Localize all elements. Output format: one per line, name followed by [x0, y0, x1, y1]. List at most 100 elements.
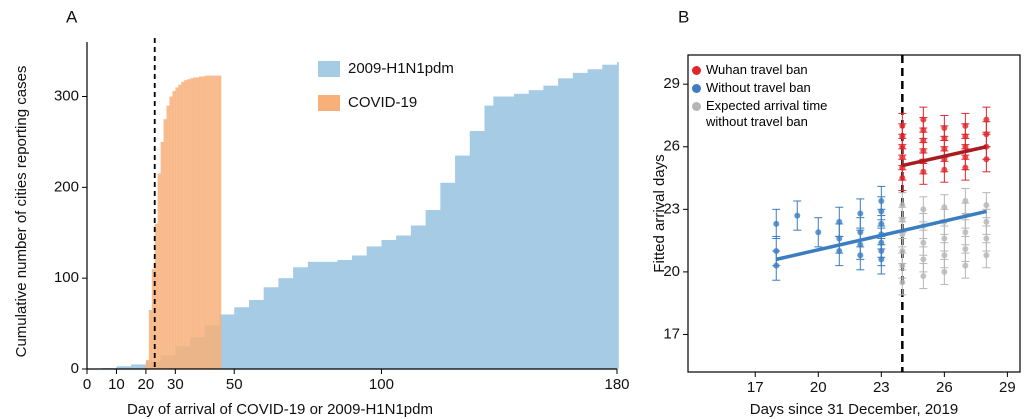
step-bar — [337, 260, 353, 369]
point — [962, 229, 969, 236]
y-tick-label: 200 — [54, 178, 79, 195]
x-axis-label: Day of arrival of COVID-19 or 2009-H1N1p… — [127, 401, 433, 418]
legend-label: COVID-19 — [348, 94, 417, 111]
step-bar — [169, 96, 173, 369]
step-bar — [543, 85, 559, 369]
point — [836, 218, 843, 225]
point — [983, 235, 990, 242]
point — [941, 204, 948, 211]
step-bar — [587, 69, 603, 369]
legend-label: Without travel ban — [706, 80, 811, 95]
point — [815, 229, 822, 236]
step-bar — [278, 278, 294, 369]
point — [773, 220, 780, 227]
x-tick-label: 180 — [604, 376, 629, 393]
point — [899, 202, 906, 209]
x-tick-label: 50 — [226, 376, 243, 393]
x-tick-label: 26 — [936, 379, 953, 396]
step-bar — [425, 210, 441, 369]
step-bar — [219, 75, 222, 369]
fit-line — [775, 209, 987, 262]
legend-item: Expected arrival time without travel ban — [692, 98, 852, 130]
point — [983, 252, 990, 259]
x-tick-label: 30 — [167, 376, 184, 393]
step-bar — [602, 64, 618, 369]
step-bar — [151, 269, 156, 369]
step-bar — [307, 261, 323, 369]
point — [941, 124, 948, 131]
legend-swatch — [318, 61, 340, 77]
x-tick-label: 17 — [747, 379, 764, 396]
y-tick-label: 26 — [663, 138, 680, 155]
point — [962, 122, 969, 129]
step-bar — [154, 223, 158, 369]
step-bar — [181, 81, 185, 369]
y-axis-label: Fitted arrival days — [651, 154, 668, 272]
point — [983, 131, 990, 138]
step-bar — [558, 78, 574, 369]
step-bar — [381, 240, 397, 369]
y-tick-label: 29 — [663, 75, 680, 92]
legend-item: Wuhan travel ban — [692, 62, 852, 78]
x-tick-label: 29 — [999, 379, 1016, 396]
step-bar — [142, 367, 147, 369]
step-bar — [513, 93, 529, 370]
step-bar — [617, 61, 619, 369]
x-axis-label: Days since 31 December, 2019 — [750, 401, 958, 418]
y-tick-label: 20 — [663, 263, 680, 280]
step-bar — [145, 359, 150, 369]
step-bar — [219, 314, 235, 369]
point — [794, 212, 801, 219]
y-tick-label: 300 — [54, 87, 79, 104]
step-bar — [160, 141, 164, 369]
panel-label: A — [66, 7, 78, 26]
step-bar — [116, 366, 132, 369]
point — [899, 216, 906, 223]
panel-label: B — [678, 7, 689, 26]
point — [899, 231, 906, 238]
y-axis-label: Cumulative number of cities reporting ca… — [13, 66, 30, 358]
step-bar — [410, 225, 426, 369]
point — [941, 252, 948, 259]
legend: Wuhan travel ban Without travel ban Expect… — [692, 62, 852, 132]
point — [899, 122, 906, 129]
y-tick-label: 17 — [663, 325, 680, 342]
step-bar — [396, 235, 412, 369]
point — [878, 256, 885, 263]
step-bar — [366, 246, 382, 369]
step-bar — [293, 267, 309, 369]
point — [941, 268, 948, 275]
step-bar — [184, 80, 188, 370]
legend-marker — [692, 84, 701, 93]
step-bar — [187, 79, 191, 369]
x-tick-label: 23 — [873, 379, 890, 396]
step-bar — [352, 255, 368, 369]
step-bar — [322, 261, 338, 369]
step-bar — [234, 307, 250, 369]
step-bar — [166, 105, 170, 369]
x-tick-label: 20 — [810, 379, 827, 396]
legend-item: Without travel ban — [692, 80, 852, 96]
legend-marker — [692, 66, 701, 75]
point — [920, 273, 927, 280]
step-bar — [493, 96, 515, 369]
legend-label: Expected arrival time without travel ban — [706, 98, 828, 129]
step-bar — [190, 78, 194, 369]
point — [962, 245, 969, 252]
step-bar — [178, 84, 182, 370]
x-tick-label: 20 — [138, 376, 155, 393]
step-bar — [248, 299, 264, 369]
step-bar — [455, 155, 471, 369]
step-bar — [193, 77, 200, 370]
plot-frame — [687, 54, 1021, 373]
legend-label: 2009-H1N1pdm — [348, 60, 454, 77]
point — [773, 262, 780, 269]
step-bar — [572, 72, 588, 369]
legend-swatch — [318, 95, 340, 111]
point — [983, 218, 990, 225]
x-tick-label: 0 — [83, 376, 91, 393]
step-bar — [484, 105, 494, 369]
point — [899, 279, 906, 286]
